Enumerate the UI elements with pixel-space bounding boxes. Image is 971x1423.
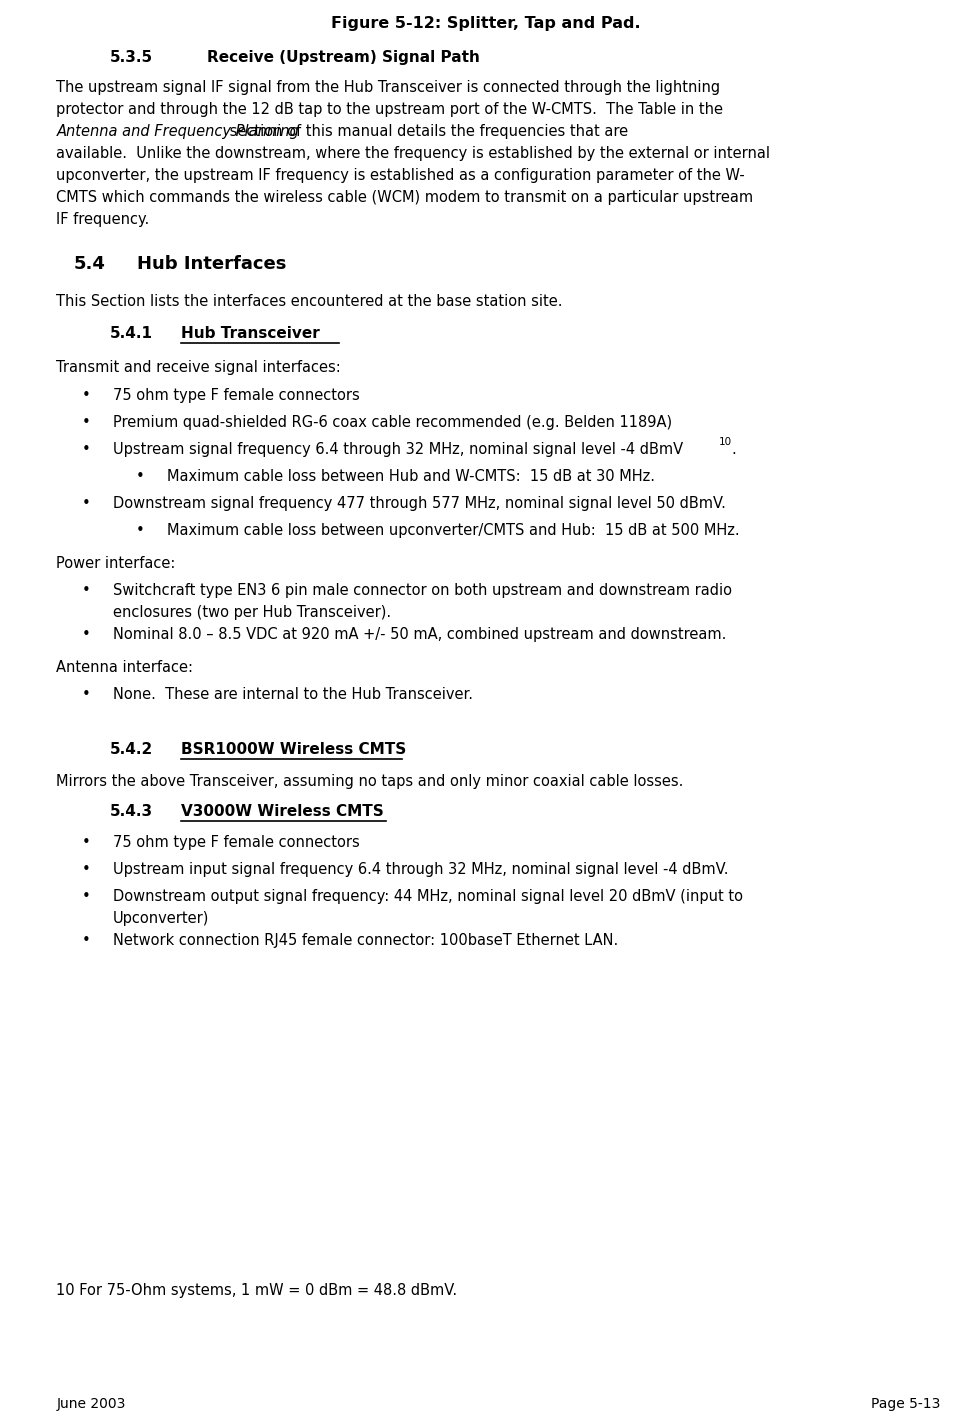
Text: •: • (82, 862, 90, 877)
Text: Nominal 8.0 – 8.5 VDC at 920 mA +/- 50 mA, combined upstream and downstream.: Nominal 8.0 – 8.5 VDC at 920 mA +/- 50 m… (113, 628, 726, 642)
Text: protector and through the 12 dB tap to the upstream port of the W-CMTS.  The Tab: protector and through the 12 dB tap to t… (56, 102, 723, 117)
Text: None.  These are internal to the Hub Transceiver.: None. These are internal to the Hub Tran… (113, 687, 473, 702)
Text: Power interface:: Power interface: (56, 556, 176, 571)
Text: Transmit and receive signal interfaces:: Transmit and receive signal interfaces: (56, 360, 341, 376)
Text: •: • (82, 583, 90, 598)
Text: •: • (82, 388, 90, 403)
Text: 10 For 75-Ohm systems, 1 mW = 0 dBm = 48.8 dBmV.: 10 For 75-Ohm systems, 1 mW = 0 dBm = 48… (56, 1284, 457, 1298)
Text: 5.4: 5.4 (74, 255, 106, 273)
Text: enclosures (two per Hub Transceiver).: enclosures (two per Hub Transceiver). (113, 605, 390, 620)
Text: 10: 10 (719, 437, 732, 447)
Text: Hub Interfaces: Hub Interfaces (137, 255, 286, 273)
Text: •: • (136, 524, 145, 538)
Text: Maximum cable loss between Hub and W-CMTS:  15 dB at 30 MHz.: Maximum cable loss between Hub and W-CMT… (167, 470, 655, 484)
Text: CMTS which commands the wireless cable (WCM) modem to transmit on a particular u: CMTS which commands the wireless cable (… (56, 191, 753, 205)
Text: •: • (136, 470, 145, 484)
Text: 75 ohm type F female connectors: 75 ohm type F female connectors (113, 388, 359, 403)
Text: .: . (731, 443, 736, 457)
Text: section of this manual details the frequencies that are: section of this manual details the frequ… (225, 124, 628, 139)
Text: IF frequency.: IF frequency. (56, 212, 150, 228)
Text: 5.4.3: 5.4.3 (110, 804, 152, 820)
Text: Maximum cable loss between upconverter/CMTS and Hub:  15 dB at 500 MHz.: Maximum cable loss between upconverter/C… (167, 524, 740, 538)
Text: available.  Unlike the downstream, where the frequency is established by the ext: available. Unlike the downstream, where … (56, 147, 770, 161)
Text: Antenna interface:: Antenna interface: (56, 660, 193, 675)
Text: Figure 5-12: Splitter, Tap and Pad.: Figure 5-12: Splitter, Tap and Pad. (331, 16, 640, 31)
Text: June 2003: June 2003 (56, 1397, 125, 1412)
Text: Antenna and Frequency Planning: Antenna and Frequency Planning (56, 124, 299, 139)
Text: Mirrors the above Transceiver, assuming no taps and only minor coaxial cable los: Mirrors the above Transceiver, assuming … (56, 774, 684, 788)
Text: Switchcraft type EN3 6 pin male connector on both upstream and downstream radio: Switchcraft type EN3 6 pin male connecto… (113, 583, 731, 598)
Text: •: • (82, 687, 90, 702)
Text: Network connection RJ45 female connector: 100baseT Ethernet LAN.: Network connection RJ45 female connector… (113, 933, 618, 948)
Text: 5.4.1: 5.4.1 (110, 326, 152, 342)
Text: Upstream signal frequency 6.4 through 32 MHz, nominal signal level -4 dBmV: Upstream signal frequency 6.4 through 32… (113, 443, 683, 457)
Text: Downstream signal frequency 477 through 577 MHz, nominal signal level 50 dBmV.: Downstream signal frequency 477 through … (113, 497, 725, 511)
Text: •: • (82, 889, 90, 904)
Text: Premium quad-shielded RG-6 coax cable recommended (e.g. Belden 1189A): Premium quad-shielded RG-6 coax cable re… (113, 416, 672, 430)
Text: •: • (82, 416, 90, 430)
Text: •: • (82, 628, 90, 642)
Text: Downstream output signal frequency: 44 MHz, nominal signal level 20 dBmV (input : Downstream output signal frequency: 44 M… (113, 889, 743, 904)
Text: Upstream input signal frequency 6.4 through 32 MHz, nominal signal level -4 dBmV: Upstream input signal frequency 6.4 thro… (113, 862, 728, 877)
Text: This Section lists the interfaces encountered at the base station site.: This Section lists the interfaces encoun… (56, 295, 563, 309)
Text: 5.4.2: 5.4.2 (110, 741, 153, 757)
Text: upconverter, the upstream IF frequency is established as a configuration paramet: upconverter, the upstream IF frequency i… (56, 168, 745, 184)
Text: Receive (Upstream) Signal Path: Receive (Upstream) Signal Path (207, 50, 480, 65)
Text: Page 5-13: Page 5-13 (871, 1397, 940, 1412)
Text: •: • (82, 443, 90, 457)
Text: Hub Transceiver: Hub Transceiver (181, 326, 319, 342)
Text: 75 ohm type F female connectors: 75 ohm type F female connectors (113, 835, 359, 850)
Text: V3000W Wireless CMTS: V3000W Wireless CMTS (181, 804, 384, 820)
Text: •: • (82, 497, 90, 511)
Text: The upstream signal IF signal from the Hub Transceiver is connected through the : The upstream signal IF signal from the H… (56, 80, 720, 95)
Text: BSR1000W Wireless CMTS: BSR1000W Wireless CMTS (181, 741, 406, 757)
Text: 5.3.5: 5.3.5 (110, 50, 152, 65)
Text: Upconverter): Upconverter) (113, 911, 209, 926)
Text: •: • (82, 835, 90, 850)
Text: •: • (82, 933, 90, 948)
